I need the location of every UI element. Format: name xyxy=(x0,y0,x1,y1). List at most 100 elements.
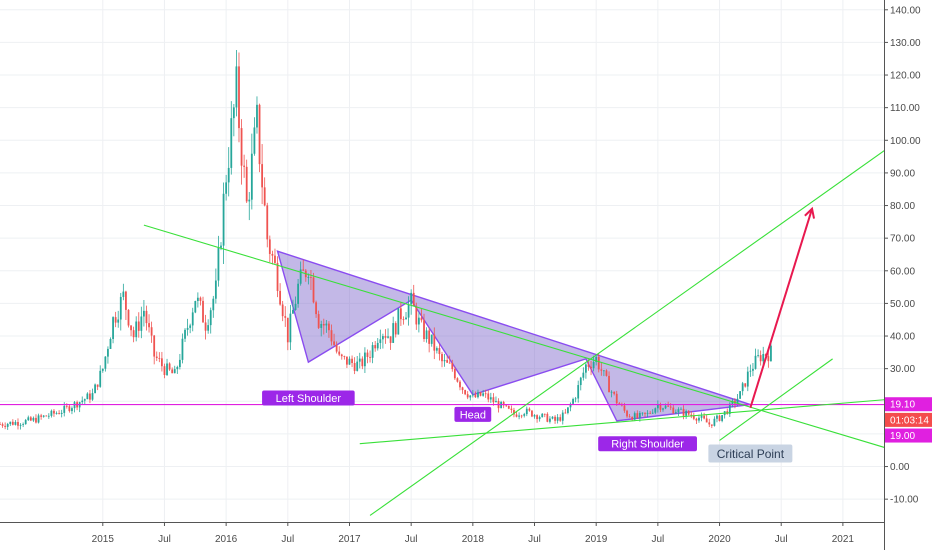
candle-body xyxy=(130,325,132,331)
candle-body xyxy=(42,415,45,417)
candle-body xyxy=(68,406,71,412)
candle-body xyxy=(698,417,700,421)
candle-body xyxy=(353,362,356,371)
candle-body xyxy=(474,394,477,398)
candle-body xyxy=(510,408,513,411)
candles xyxy=(0,49,772,430)
candle-body xyxy=(602,370,605,372)
candle-body xyxy=(204,322,207,331)
candle-body xyxy=(752,368,754,371)
price-axis-bg xyxy=(884,0,932,550)
candle-body xyxy=(554,416,556,421)
candle-body xyxy=(423,320,425,340)
candle-body xyxy=(176,367,179,370)
candle-body xyxy=(168,363,171,370)
x-tick-label: 2017 xyxy=(338,534,361,545)
candle-body xyxy=(281,304,284,317)
candle-body xyxy=(564,412,567,414)
candle-body xyxy=(315,302,317,315)
candle-body xyxy=(369,356,371,358)
candle-body xyxy=(245,166,248,202)
x-tick-label: 2021 xyxy=(832,534,855,545)
candle-body xyxy=(191,312,194,326)
candle-body xyxy=(425,330,428,340)
candle-body xyxy=(459,381,461,388)
candle-body xyxy=(543,413,546,415)
candle-body xyxy=(94,384,96,394)
candle-body xyxy=(132,330,135,338)
candle-body xyxy=(137,321,140,331)
candle-body xyxy=(371,345,374,358)
price-tag-text: 19.00 xyxy=(890,431,915,442)
candle-body xyxy=(538,417,541,420)
candle-body xyxy=(700,415,703,418)
candle-body xyxy=(433,334,436,351)
candle-body xyxy=(166,363,168,375)
candle-body xyxy=(127,309,130,326)
label-text: Critical Point xyxy=(717,447,785,461)
candle-body xyxy=(744,383,747,387)
candle-body xyxy=(212,298,215,311)
candle-body xyxy=(415,306,418,325)
candle-body xyxy=(605,370,608,376)
candle-body xyxy=(579,377,582,386)
candle-body xyxy=(24,420,27,425)
candle-body xyxy=(199,297,202,301)
candle-body xyxy=(482,393,485,396)
y-tick-label: 110.00 xyxy=(890,103,920,114)
candle-body xyxy=(186,327,189,330)
candle-body xyxy=(158,358,161,359)
price-axis[interactable]: 140.00 130.00 120.00 110.00 100.00 90.00 80.00… xyxy=(884,0,932,550)
candle-body xyxy=(435,348,438,351)
price-tag-box xyxy=(885,428,932,443)
candle-body xyxy=(664,405,667,409)
candle-body xyxy=(662,408,664,410)
candle-body xyxy=(551,416,554,419)
candle-body xyxy=(250,153,253,200)
candle-body xyxy=(561,412,564,421)
candle-body xyxy=(420,317,423,321)
candle-body xyxy=(682,408,685,416)
candle-body xyxy=(767,356,770,362)
candle-body xyxy=(582,372,585,378)
candle-body xyxy=(122,291,125,297)
candle-body xyxy=(556,417,559,421)
candle-body xyxy=(330,330,333,342)
candle-body xyxy=(387,336,389,338)
candle-body xyxy=(487,393,490,400)
time-axis[interactable]: 2015 Jul 2016 Jul 2017 Jul 2018 Jul 2019 Jul 2020 J… xyxy=(0,522,884,550)
y-tick-label: 30.00 xyxy=(890,364,915,375)
y-tick-label: 50.00 xyxy=(890,299,915,310)
candle-body xyxy=(489,397,492,400)
candle-body xyxy=(608,375,610,393)
candle-body xyxy=(448,362,451,364)
candle-body xyxy=(728,403,731,414)
candle-body xyxy=(677,409,680,413)
candle-body xyxy=(559,417,562,421)
candle-body xyxy=(374,345,377,349)
candle-body xyxy=(202,300,204,323)
candle-body xyxy=(492,397,495,403)
candle-body xyxy=(184,329,186,339)
candle-body xyxy=(289,313,292,343)
candle-body xyxy=(63,405,66,413)
candle-body xyxy=(361,358,364,367)
candle-body xyxy=(235,66,238,108)
candle-body xyxy=(680,408,682,410)
candle-body xyxy=(669,406,672,408)
candle-body xyxy=(173,369,176,374)
trendline xyxy=(369,143,895,516)
candle-body xyxy=(148,323,150,328)
candle-body xyxy=(230,118,233,168)
candle-body xyxy=(6,424,9,427)
candle-body xyxy=(523,414,526,416)
y-tick-label: 80.00 xyxy=(890,201,915,212)
candle-body xyxy=(690,414,693,416)
candle-body xyxy=(81,400,84,403)
candle-body xyxy=(143,310,145,317)
candle-body xyxy=(45,415,48,417)
candle-body xyxy=(397,308,400,335)
candle-body xyxy=(279,290,282,305)
candle-body xyxy=(155,356,158,359)
